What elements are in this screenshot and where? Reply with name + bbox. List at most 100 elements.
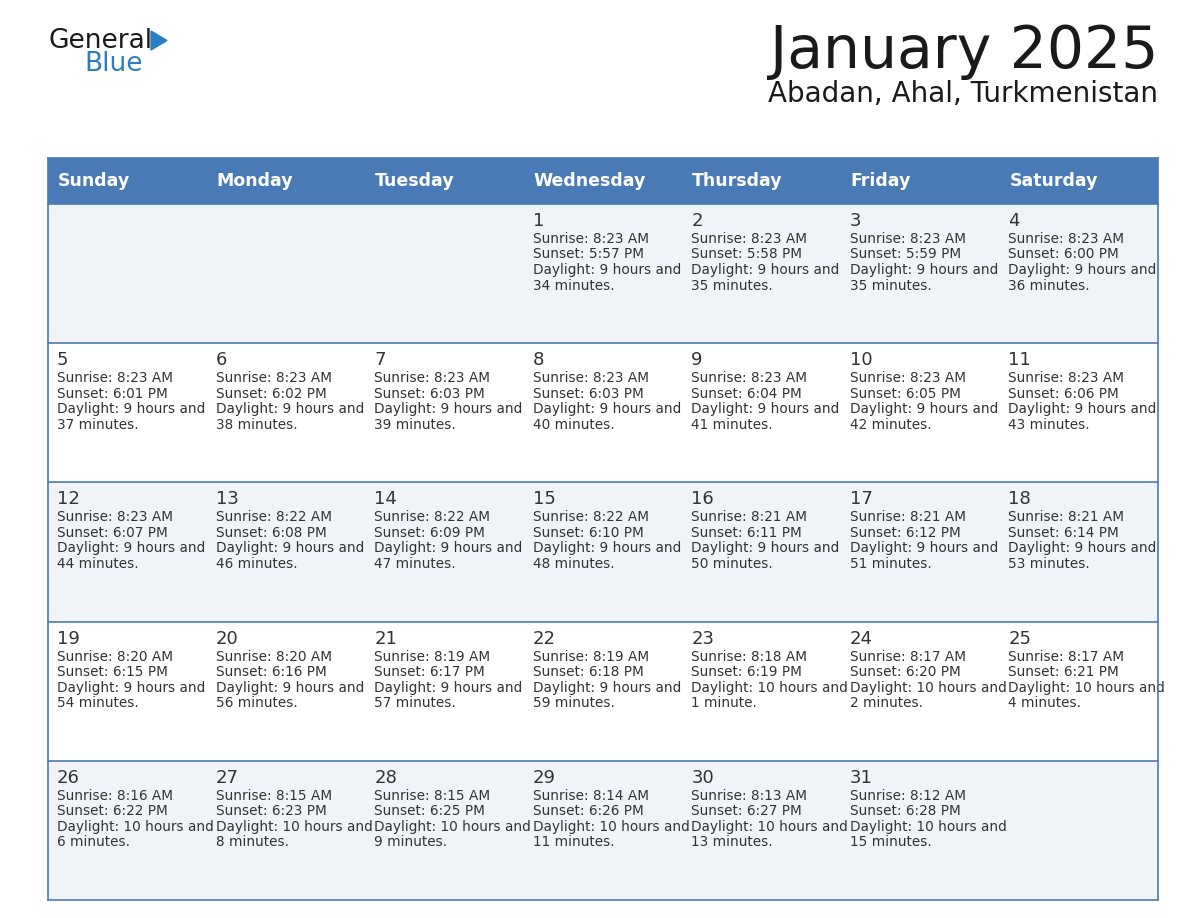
Text: 6 minutes.: 6 minutes. [57, 835, 129, 849]
Text: 39 minutes.: 39 minutes. [374, 418, 456, 431]
Text: Sunset: 6:18 PM: Sunset: 6:18 PM [532, 666, 644, 679]
Text: Sunset: 6:00 PM: Sunset: 6:00 PM [1009, 248, 1119, 262]
Text: Sunset: 6:09 PM: Sunset: 6:09 PM [374, 526, 485, 540]
Text: Daylight: 9 hours and: Daylight: 9 hours and [849, 402, 998, 416]
Text: 13 minutes.: 13 minutes. [691, 835, 773, 849]
Text: 51 minutes.: 51 minutes. [849, 557, 931, 571]
Text: Sunday: Sunday [58, 172, 131, 190]
Text: Daylight: 10 hours and: Daylight: 10 hours and [215, 820, 372, 834]
Text: 30: 30 [691, 768, 714, 787]
Text: 41 minutes.: 41 minutes. [691, 418, 773, 431]
Text: 23: 23 [691, 630, 714, 647]
Text: 25: 25 [1009, 630, 1031, 647]
Text: Sunset: 6:03 PM: Sunset: 6:03 PM [532, 386, 644, 400]
Text: 9 minutes.: 9 minutes. [374, 835, 447, 849]
Text: Sunset: 6:16 PM: Sunset: 6:16 PM [215, 666, 327, 679]
Text: Daylight: 9 hours and: Daylight: 9 hours and [691, 402, 840, 416]
Text: Daylight: 9 hours and: Daylight: 9 hours and [691, 263, 840, 277]
Text: Sunset: 5:59 PM: Sunset: 5:59 PM [849, 248, 961, 262]
Text: 16: 16 [691, 490, 714, 509]
Text: 53 minutes.: 53 minutes. [1009, 557, 1091, 571]
Text: Sunrise: 8:15 AM: Sunrise: 8:15 AM [215, 789, 331, 803]
Text: 13: 13 [215, 490, 239, 509]
Text: January 2025: January 2025 [770, 23, 1158, 80]
Text: Tuesday: Tuesday [375, 172, 455, 190]
Text: 10: 10 [849, 352, 872, 369]
Text: Sunset: 6:27 PM: Sunset: 6:27 PM [691, 804, 802, 818]
Text: Sunset: 6:04 PM: Sunset: 6:04 PM [691, 386, 802, 400]
Text: 26: 26 [57, 768, 80, 787]
Text: Daylight: 10 hours and: Daylight: 10 hours and [691, 680, 848, 695]
Text: Sunrise: 8:23 AM: Sunrise: 8:23 AM [57, 510, 173, 524]
Text: Daylight: 9 hours and: Daylight: 9 hours and [849, 542, 998, 555]
Text: 4: 4 [1009, 212, 1020, 230]
Text: 27: 27 [215, 768, 239, 787]
Text: Sunrise: 8:13 AM: Sunrise: 8:13 AM [691, 789, 808, 803]
Text: Daylight: 10 hours and: Daylight: 10 hours and [532, 820, 689, 834]
Text: Sunset: 5:58 PM: Sunset: 5:58 PM [691, 248, 802, 262]
Text: Daylight: 9 hours and: Daylight: 9 hours and [532, 402, 681, 416]
Text: 34 minutes.: 34 minutes. [532, 278, 614, 293]
Text: Daylight: 10 hours and: Daylight: 10 hours and [1009, 680, 1165, 695]
Text: Daylight: 10 hours and: Daylight: 10 hours and [849, 820, 1006, 834]
Text: 20: 20 [215, 630, 239, 647]
Text: 9: 9 [691, 352, 703, 369]
Text: 22: 22 [532, 630, 556, 647]
Text: Daylight: 9 hours and: Daylight: 9 hours and [691, 542, 840, 555]
Text: Sunrise: 8:19 AM: Sunrise: 8:19 AM [374, 650, 491, 664]
Text: Sunrise: 8:21 AM: Sunrise: 8:21 AM [849, 510, 966, 524]
Text: 40 minutes.: 40 minutes. [532, 418, 614, 431]
Text: Sunrise: 8:23 AM: Sunrise: 8:23 AM [532, 371, 649, 386]
FancyBboxPatch shape [48, 621, 1158, 761]
Text: Sunset: 6:15 PM: Sunset: 6:15 PM [57, 666, 168, 679]
FancyBboxPatch shape [48, 761, 1158, 900]
Text: 35 minutes.: 35 minutes. [691, 278, 773, 293]
Text: Sunrise: 8:23 AM: Sunrise: 8:23 AM [374, 371, 491, 386]
Text: Sunrise: 8:23 AM: Sunrise: 8:23 AM [1009, 232, 1124, 246]
Text: 5: 5 [57, 352, 69, 369]
Text: Daylight: 9 hours and: Daylight: 9 hours and [532, 680, 681, 695]
Text: 56 minutes.: 56 minutes. [215, 696, 297, 711]
Text: Sunset: 6:05 PM: Sunset: 6:05 PM [849, 386, 961, 400]
Text: Sunset: 6:26 PM: Sunset: 6:26 PM [532, 804, 644, 818]
Text: Sunrise: 8:17 AM: Sunrise: 8:17 AM [849, 650, 966, 664]
Text: 50 minutes.: 50 minutes. [691, 557, 773, 571]
Text: 35 minutes.: 35 minutes. [849, 278, 931, 293]
Text: Sunrise: 8:20 AM: Sunrise: 8:20 AM [57, 650, 173, 664]
Text: 47 minutes.: 47 minutes. [374, 557, 456, 571]
Text: 19: 19 [57, 630, 80, 647]
Text: Daylight: 10 hours and: Daylight: 10 hours and [691, 820, 848, 834]
Text: Sunset: 6:20 PM: Sunset: 6:20 PM [849, 666, 961, 679]
Text: Daylight: 9 hours and: Daylight: 9 hours and [849, 263, 998, 277]
Text: 24: 24 [849, 630, 873, 647]
Text: 8 minutes.: 8 minutes. [215, 835, 289, 849]
Text: Sunrise: 8:23 AM: Sunrise: 8:23 AM [691, 371, 808, 386]
Text: Sunrise: 8:23 AM: Sunrise: 8:23 AM [57, 371, 173, 386]
Text: Sunrise: 8:23 AM: Sunrise: 8:23 AM [215, 371, 331, 386]
Text: Saturday: Saturday [1010, 172, 1098, 190]
Text: 29: 29 [532, 768, 556, 787]
FancyBboxPatch shape [48, 158, 1158, 204]
Text: Abadan, Ahal, Turkmenistan: Abadan, Ahal, Turkmenistan [767, 80, 1158, 108]
Text: Daylight: 9 hours and: Daylight: 9 hours and [374, 680, 523, 695]
Text: Sunrise: 8:16 AM: Sunrise: 8:16 AM [57, 789, 173, 803]
Text: 28: 28 [374, 768, 397, 787]
Text: Daylight: 9 hours and: Daylight: 9 hours and [532, 263, 681, 277]
Text: Daylight: 9 hours and: Daylight: 9 hours and [215, 542, 364, 555]
Text: Sunrise: 8:23 AM: Sunrise: 8:23 AM [1009, 371, 1124, 386]
Text: 46 minutes.: 46 minutes. [215, 557, 297, 571]
Text: 11 minutes.: 11 minutes. [532, 835, 614, 849]
Text: Sunrise: 8:18 AM: Sunrise: 8:18 AM [691, 650, 808, 664]
FancyBboxPatch shape [48, 343, 1158, 482]
Text: 18: 18 [1009, 490, 1031, 509]
Text: Friday: Friday [851, 172, 911, 190]
Text: Sunset: 6:23 PM: Sunset: 6:23 PM [215, 804, 327, 818]
Polygon shape [151, 31, 168, 50]
Text: Sunrise: 8:22 AM: Sunrise: 8:22 AM [532, 510, 649, 524]
Text: 4 minutes.: 4 minutes. [1009, 696, 1081, 711]
Text: Sunset: 6:17 PM: Sunset: 6:17 PM [374, 666, 485, 679]
Text: Daylight: 10 hours and: Daylight: 10 hours and [57, 820, 214, 834]
Text: Sunrise: 8:15 AM: Sunrise: 8:15 AM [374, 789, 491, 803]
Text: 1: 1 [532, 212, 544, 230]
Text: 17: 17 [849, 490, 873, 509]
